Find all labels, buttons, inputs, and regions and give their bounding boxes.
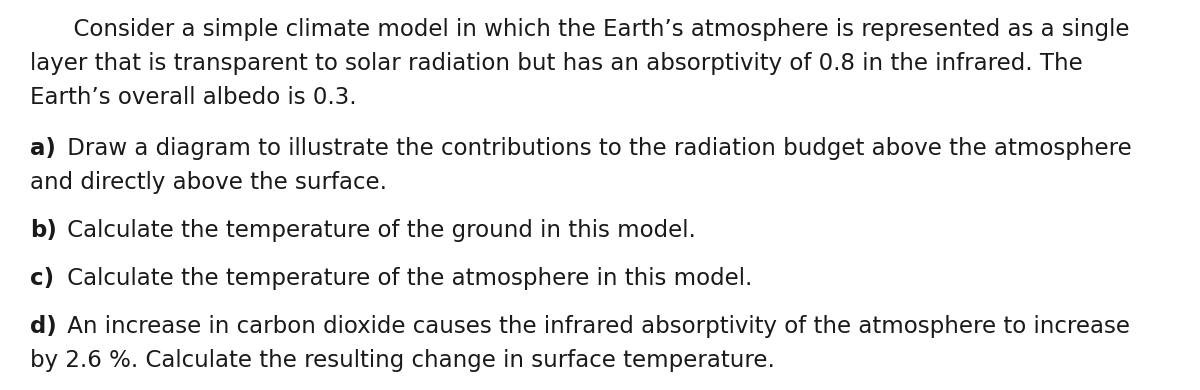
Text: a): a)	[30, 137, 56, 160]
Text: layer that is transparent to solar radiation but has an absorptivity of 0.8 in t: layer that is transparent to solar radia…	[30, 52, 1082, 75]
Text: Earth’s overall albedo is 0.3.: Earth’s overall albedo is 0.3.	[30, 86, 356, 109]
Text: c): c)	[30, 267, 54, 290]
Text: by 2.6 %. Calculate the resulting change in surface temperature.: by 2.6 %. Calculate the resulting change…	[30, 349, 775, 372]
Text: and directly above the surface.: and directly above the surface.	[30, 171, 386, 194]
Text: Calculate the temperature of the atmosphere in this model.: Calculate the temperature of the atmosph…	[60, 267, 752, 290]
Text: d): d)	[30, 315, 56, 338]
Text: Consider a simple climate model in which the Earth’s atmosphere is represented a: Consider a simple climate model in which…	[30, 18, 1129, 41]
Text: b): b)	[30, 219, 56, 242]
Text: Draw a diagram to illustrate the contributions to the radiation budget above the: Draw a diagram to illustrate the contrib…	[60, 137, 1132, 160]
Text: Calculate the temperature of the ground in this model.: Calculate the temperature of the ground …	[60, 219, 696, 242]
Text: An increase in carbon dioxide causes the infrared absorptivity of the atmosphere: An increase in carbon dioxide causes the…	[60, 315, 1130, 338]
